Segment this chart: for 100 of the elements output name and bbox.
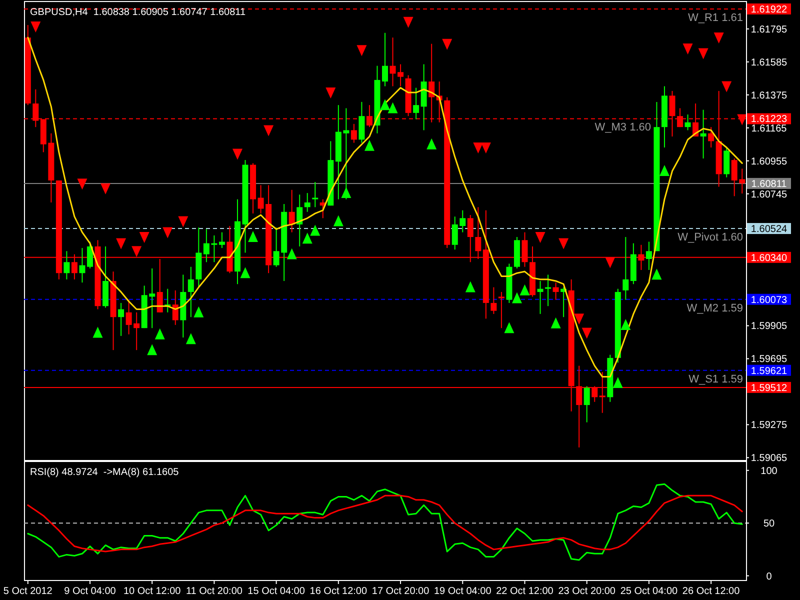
candlestick [684,114,691,131]
point [388,102,398,114]
point [116,238,126,250]
ref-line-label: W_M2 1.59 [686,302,743,314]
x-tick-label: 9 Oct 04:00 [64,586,116,597]
line-series [27,494,743,552]
point [139,232,150,243]
point [364,140,374,151]
point [512,292,522,304]
y-tick-label: 100 [760,466,778,477]
candlestick [79,247,86,284]
candlestick [366,104,372,128]
candlestick [188,266,194,318]
x-tick-label: 25 Oct 04:00 [620,586,678,597]
x-tick-label: 22 Oct 12:00 [496,586,554,597]
point [178,216,188,228]
candlestick [118,302,124,336]
chart-title: GBPUSD,H4 1.60838 1.60905 1.60747 1.60811 [30,7,246,18]
y-tick-label: 1.60745 [750,189,788,200]
point [326,88,336,99]
y-tick-label: 0 [766,571,772,582]
point [550,317,561,328]
candlestick [584,386,590,423]
y-tick-label: 1.60073 [750,294,788,306]
point [333,215,344,226]
point [248,230,258,242]
point [535,232,546,243]
point [714,32,724,44]
x-tick-label: 16 Oct 12:00 [310,586,368,597]
y-tick-label: 1.59621 [750,366,788,377]
candlestick [382,32,388,87]
point [240,267,250,278]
candlestick [350,123,357,144]
y-tick-label: 1.60811 [751,178,788,190]
ref-line-label: W_S1 1.59 [688,373,743,386]
y-tick-label: 1.59695 [750,354,788,366]
candlestick [296,194,303,247]
y-tick-label: 50 [763,518,775,530]
ref-line-label: W_M3 1.60 [594,122,651,134]
y-tick-label: 1.61375 [750,90,788,102]
point [612,377,623,388]
point [132,246,142,258]
point [659,165,670,176]
point [77,178,88,190]
candlestick [490,286,497,314]
line-series [27,483,743,561]
point [403,16,414,28]
point [652,268,662,280]
y-tick-label: 1.59065 [750,453,788,464]
point [722,81,732,92]
point [264,125,274,136]
point [162,227,173,238]
point [100,183,111,194]
y-tick-label: 1.61795 [750,24,788,36]
point [310,224,320,236]
candlestick [64,250,70,280]
point [520,284,530,296]
y-tick-label: 1.59275 [750,420,788,432]
x-tick-label: 23 Oct 20:00 [558,586,616,597]
y-tick-label: 1.59905 [750,321,788,332]
point [341,187,352,198]
point [92,326,103,338]
point [186,333,196,344]
y-tick-label: 1.61165 [751,123,788,134]
candlestick [498,291,504,329]
point [698,48,708,60]
point [194,306,204,318]
point [473,142,484,154]
point [682,44,693,55]
point [147,344,158,356]
x-tick-label: 17 Oct 20:00 [372,586,430,597]
candlestick [312,182,318,208]
x-tick-label: 11 Oct 20:00 [186,586,243,597]
candlestick [724,146,730,178]
x-tick-label: 26 Oct 12:00 [682,586,740,597]
point [605,257,616,268]
candlestick [288,189,295,233]
point [154,328,165,340]
y-tick-label: 1.60955 [750,156,788,168]
point [356,45,367,56]
candlestick [646,241,652,270]
point [426,138,437,150]
point [465,281,476,292]
point [582,328,592,339]
point [620,318,631,330]
y-tick-label: 1.61585 [750,57,788,68]
y-tick-label: 1.60340 [750,252,788,264]
candlestick [358,101,365,144]
point [574,314,584,325]
point [442,38,452,50]
point [380,99,390,110]
candlestick [218,232,225,248]
candlestick [708,126,714,148]
y-tick-label: 1.60524 [750,224,788,236]
chart-title: RSI(8) 48.9724 ->MA(8) 61.1605 [30,467,180,478]
candlestick [622,236,629,300]
point [302,232,312,244]
point [286,248,297,260]
point [558,238,569,250]
x-tick-label: 15 Oct 04:00 [248,586,306,597]
